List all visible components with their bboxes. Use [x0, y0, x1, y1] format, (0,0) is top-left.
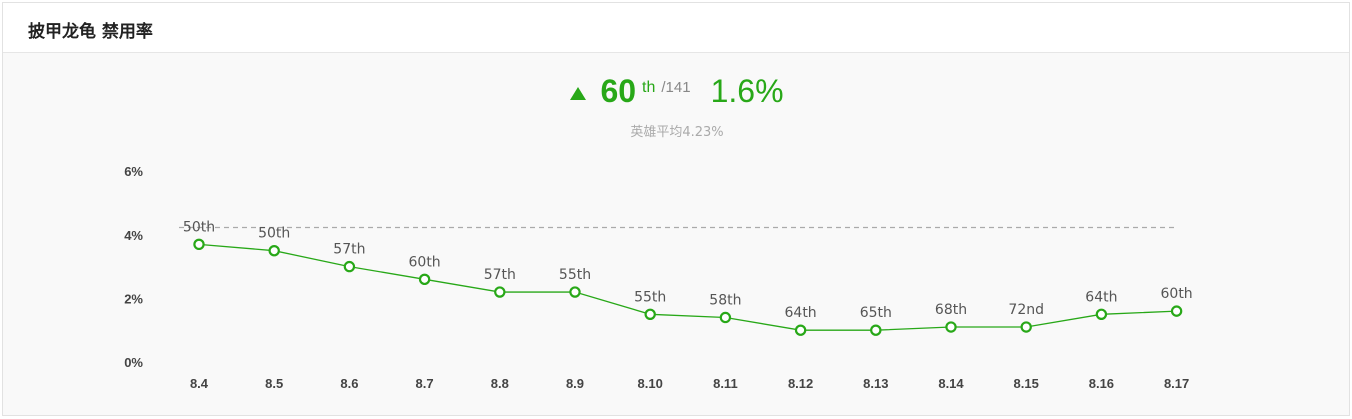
x-tick-label: 8.6 [340, 376, 358, 391]
x-tick-label: 8.7 [416, 376, 434, 391]
data-point-label: 50th [183, 219, 215, 235]
panel-header: 披甲龙龟 禁用率 [3, 3, 1349, 53]
x-tick-label: 8.13 [863, 376, 888, 391]
data-point[interactable] [569, 286, 581, 298]
data-point[interactable] [870, 324, 882, 336]
data-point-label: 58th [709, 292, 741, 308]
rank-number: 60 [600, 73, 637, 109]
data-point-label: 68th [935, 302, 967, 318]
ban-rate-chart: 0% 2% 4% 6% 8.4 8.5 8.6 8.7 8.8 8.9 8.10 8.11 8.12 8… [124, 164, 1193, 391]
data-point-label: 64th [785, 305, 817, 321]
x-tick-label: 8.4 [190, 376, 209, 391]
x-tick-label: 8.11 [713, 376, 738, 391]
data-point-label: 60th [409, 254, 441, 270]
data-point[interactable] [719, 311, 732, 324]
data-point-label: 60th [1161, 286, 1193, 302]
data-point-label: 50th [258, 226, 290, 242]
x-tick-label: 8.12 [788, 376, 813, 391]
data-point-label: 57th [484, 267, 516, 283]
x-tick-label: 8.15 [1014, 376, 1039, 391]
y-tick-label: 4% [124, 228, 143, 243]
x-tick-label: 8.5 [265, 376, 283, 391]
data-point[interactable] [794, 324, 807, 336]
x-tick-label: 8.10 [638, 376, 663, 391]
data-point[interactable] [343, 260, 356, 273]
data-point[interactable] [494, 286, 506, 298]
triangle-up-icon [570, 87, 587, 100]
average-label: 英雄平均4.23% [630, 125, 724, 140]
y-tick-label: 6% [124, 164, 143, 179]
ban-rate-value: 1.6% [710, 73, 784, 109]
data-point-label: 57th [333, 242, 365, 258]
x-tick-label: 8.9 [566, 376, 584, 391]
data-point[interactable] [418, 273, 431, 286]
ban-rate-series-line [198, 243, 1177, 331]
data-point-label: 65th [860, 305, 892, 321]
data-point-label: 64th [1085, 289, 1117, 305]
x-tick-label: 8.17 [1164, 376, 1189, 391]
data-point-label: 55th [634, 289, 666, 305]
x-tick-label: 8.14 [938, 376, 964, 391]
data-point[interactable] [1095, 308, 1108, 320]
data-point[interactable] [193, 238, 205, 251]
y-tick-label: 2% [124, 291, 143, 306]
data-point[interactable] [945, 321, 957, 333]
data-point-label: 55th [559, 267, 591, 283]
data-point-label: 72nd [1008, 302, 1044, 318]
rank-suffix: th [642, 79, 656, 96]
data-point[interactable] [644, 308, 656, 320]
rank-total: /141 [661, 79, 691, 96]
y-tick-label: 0% [124, 355, 143, 370]
x-tick-label: 8.8 [491, 376, 509, 391]
data-point[interactable] [1170, 305, 1183, 317]
panel-title: 披甲龙龟 禁用率 [28, 22, 153, 42]
data-point[interactable] [268, 244, 280, 257]
data-point[interactable] [1020, 321, 1032, 333]
x-tick-label: 8.16 [1089, 376, 1114, 391]
rank-summary: 60 th /141 1.6% [3, 73, 1351, 110]
